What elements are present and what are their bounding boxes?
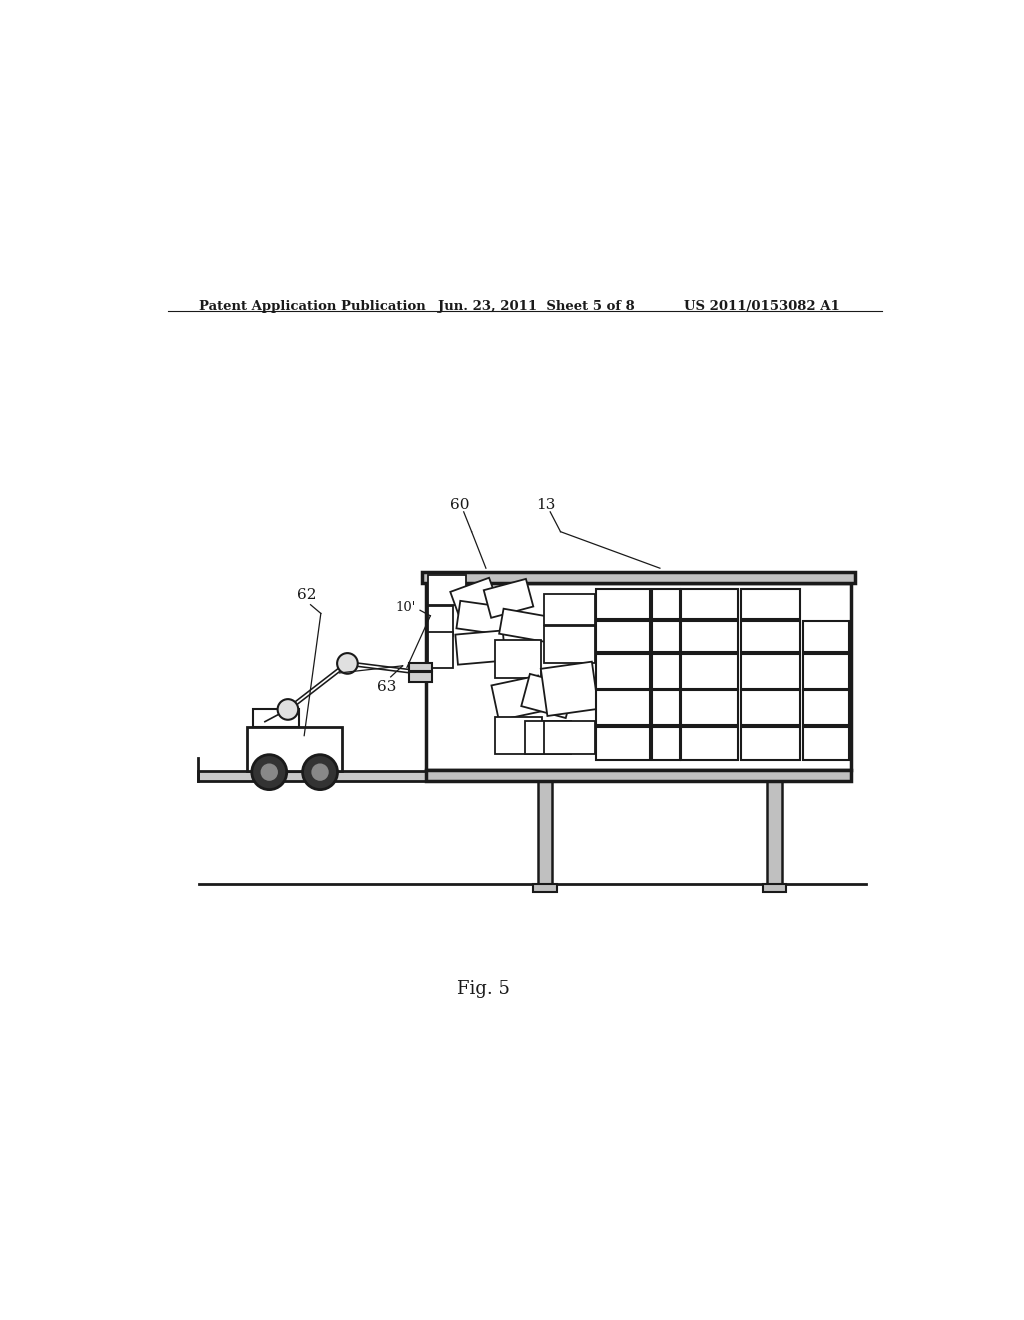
Bar (803, 690, 849, 725)
Circle shape (278, 700, 298, 719)
Bar (492, 676, 546, 721)
Bar (652, 589, 680, 619)
Bar (521, 675, 574, 718)
Bar (596, 620, 650, 652)
Bar (544, 594, 595, 624)
Text: Jun. 23, 2011  Sheet 5 of 8: Jun. 23, 2011 Sheet 5 of 8 (437, 300, 634, 313)
Bar (544, 626, 595, 663)
Text: 60: 60 (450, 498, 469, 512)
Text: 13: 13 (537, 498, 556, 512)
Bar (483, 579, 534, 618)
Bar (428, 574, 466, 605)
Bar (544, 721, 595, 754)
Circle shape (261, 764, 278, 780)
Bar (767, 781, 781, 884)
Bar (740, 690, 800, 725)
Bar (596, 690, 650, 725)
Bar (596, 589, 650, 619)
Bar (247, 727, 342, 771)
Bar (803, 620, 849, 652)
Bar (740, 653, 800, 689)
Bar (541, 661, 598, 715)
Bar (740, 727, 800, 760)
Circle shape (312, 764, 328, 780)
Bar (539, 781, 552, 884)
Text: 62: 62 (297, 587, 316, 602)
Bar (457, 601, 506, 635)
Bar (681, 690, 738, 725)
Bar (423, 572, 855, 583)
Bar (803, 653, 849, 689)
Bar (495, 717, 543, 754)
Bar (652, 690, 680, 725)
Bar (410, 672, 431, 682)
Text: US 2011/0153082 A1: US 2011/0153082 A1 (684, 300, 840, 313)
Circle shape (337, 653, 357, 673)
Bar (198, 771, 430, 781)
Bar (534, 884, 557, 892)
Bar (524, 721, 570, 754)
Bar (803, 727, 849, 760)
Bar (652, 653, 680, 689)
Bar (426, 770, 851, 781)
Bar (652, 620, 680, 652)
Text: 63: 63 (377, 680, 396, 694)
Bar (410, 663, 431, 671)
Bar (681, 727, 738, 760)
Bar (253, 709, 299, 727)
Bar (451, 578, 498, 615)
Bar (740, 620, 800, 652)
Text: 10': 10' (395, 602, 416, 614)
Bar (495, 640, 541, 677)
Bar (740, 589, 800, 619)
Bar (763, 884, 786, 892)
Bar (499, 609, 551, 642)
Bar (428, 632, 454, 668)
Bar (681, 589, 738, 619)
Bar (652, 727, 680, 760)
Text: Fig. 5: Fig. 5 (458, 979, 510, 998)
Bar (681, 620, 738, 652)
Bar (681, 653, 738, 689)
Bar (596, 653, 650, 689)
Bar (426, 583, 851, 770)
Bar (596, 727, 650, 760)
Circle shape (252, 755, 287, 789)
Circle shape (303, 755, 338, 789)
Bar (428, 606, 454, 636)
Bar (456, 631, 506, 665)
Text: Patent Application Publication: Patent Application Publication (200, 300, 426, 313)
